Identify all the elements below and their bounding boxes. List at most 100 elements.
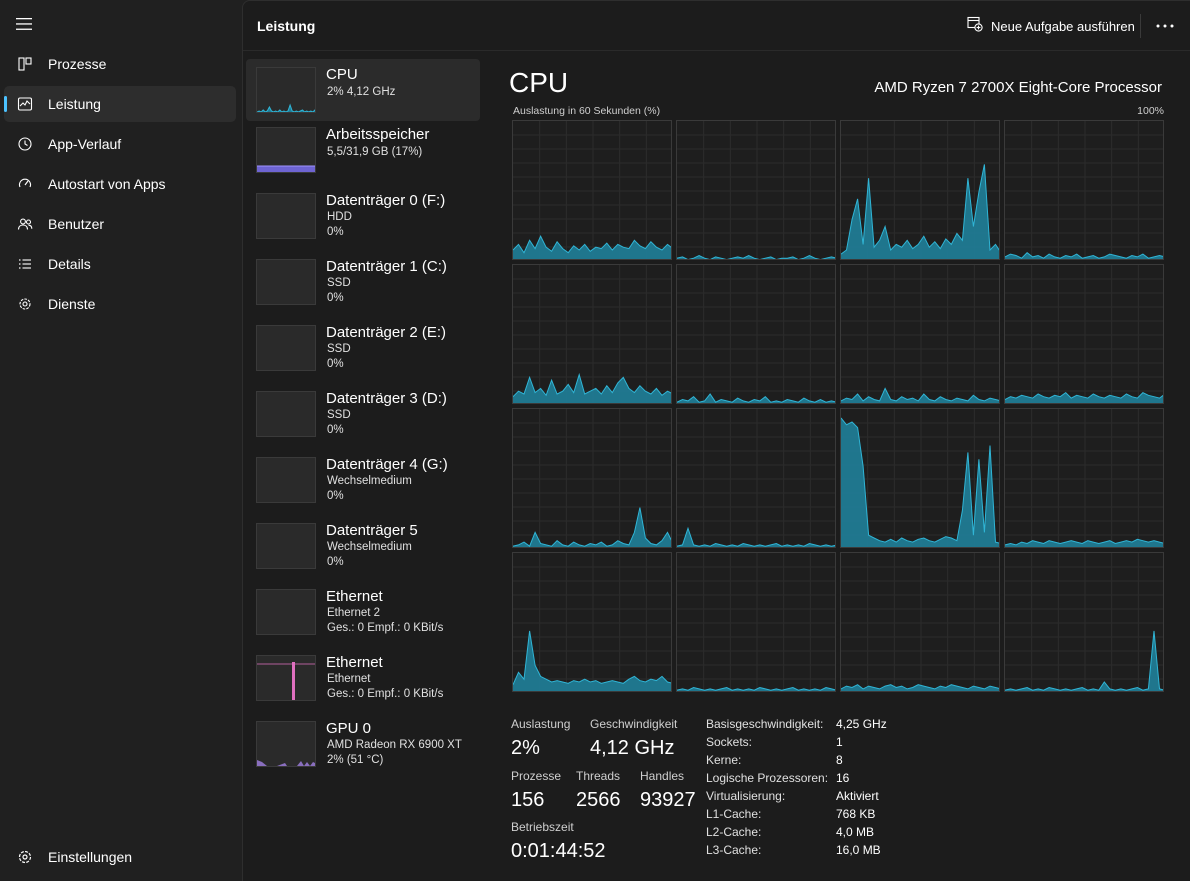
device-thumbnail-graph bbox=[256, 67, 316, 113]
device-item-cpu[interactable]: CPU 2% 4,12 GHz bbox=[246, 59, 480, 121]
stat-threads: Threads 2566 bbox=[576, 769, 621, 812]
nav-item-history[interactable]: App-Verlauf bbox=[4, 126, 236, 162]
core-graph bbox=[512, 264, 672, 404]
device-thumbnail-graph bbox=[256, 721, 316, 767]
core-graph bbox=[840, 552, 1000, 692]
stat-uptime: Betriebszeit 0:01:44:52 bbox=[511, 820, 606, 863]
spec-label: Virtualisierung: bbox=[706, 789, 786, 803]
core-graph-line bbox=[841, 684, 999, 690]
core-graph-line bbox=[513, 372, 671, 398]
page-title: Leistung bbox=[257, 18, 316, 34]
device-thumbnail-graph bbox=[256, 589, 316, 635]
nav-item-details[interactable]: Details bbox=[4, 246, 236, 282]
device-item-gpu[interactable]: GPU 0 AMD Radeon RX 6900 XT 2% (51 °C) bbox=[246, 713, 480, 775]
settings-gear-icon bbox=[17, 849, 33, 865]
device-item-disk[interactable]: Datenträger 4 (G:) Wechselmedium 0% bbox=[246, 449, 480, 511]
spec-value: 768 KB bbox=[836, 807, 876, 821]
nav-item-processes[interactable]: Prozesse bbox=[4, 46, 236, 82]
device-detail: 0% bbox=[327, 556, 344, 568]
nav-item-users[interactable]: Benutzer bbox=[4, 206, 236, 242]
new-task-label: Neue Aufgabe ausführen bbox=[991, 18, 1135, 34]
core-graph bbox=[512, 120, 672, 260]
device-name: Datenträger 3 (D:) bbox=[326, 390, 447, 407]
nav-item-label: Details bbox=[48, 256, 91, 272]
spec-label: L3-Cache: bbox=[706, 843, 762, 857]
device-item-eth[interactable]: Ethernet Ethernet 2 Ges.: 0 Empf.: 0 KBit/… bbox=[246, 581, 480, 643]
header-bar: Leistung Neue Aufgabe ausführen bbox=[243, 1, 1190, 51]
core-graph-line bbox=[513, 507, 671, 547]
device-thumbnail-graph bbox=[256, 325, 316, 371]
device-detail: Wechselmedium bbox=[327, 475, 412, 487]
device-thumbnail-graph bbox=[256, 193, 316, 239]
core-graph-area bbox=[677, 528, 835, 547]
core-graph-line bbox=[513, 235, 671, 254]
device-thumbnail-graph bbox=[256, 259, 316, 305]
device-detail: 0% bbox=[327, 226, 344, 238]
startup-icon bbox=[17, 176, 33, 192]
core-graph bbox=[1004, 120, 1164, 260]
nav-item-label: Benutzer bbox=[48, 216, 105, 232]
device-name: Datenträger 4 (G:) bbox=[326, 456, 448, 473]
device-item-disk[interactable]: Datenträger 3 (D:) SSD 0% bbox=[246, 383, 480, 445]
core-graph-area bbox=[841, 684, 999, 691]
history-icon bbox=[17, 136, 33, 152]
core-graph bbox=[676, 552, 836, 692]
nav-item-settings[interactable]: Einstellungen bbox=[4, 839, 236, 875]
core-graph bbox=[676, 264, 836, 404]
core-graph-area bbox=[513, 236, 671, 259]
stat-speed-label: Geschwindigkeit bbox=[590, 717, 678, 731]
device-detail: 0% bbox=[327, 490, 344, 502]
device-name: Arbeitsspeicher bbox=[326, 126, 430, 143]
spec-label: Kerne: bbox=[706, 753, 742, 767]
core-graph-line bbox=[1005, 391, 1163, 400]
nav-item-services[interactable]: Dienste bbox=[4, 286, 236, 322]
stat-utilization-value: 2% bbox=[511, 737, 540, 759]
stat-processes-value: 156 bbox=[511, 789, 545, 811]
core-graph-line bbox=[513, 630, 671, 685]
device-name: GPU 0 bbox=[326, 720, 372, 737]
core-graph bbox=[1004, 552, 1164, 692]
more-options-icon[interactable] bbox=[1153, 15, 1177, 37]
header-separator bbox=[1140, 14, 1141, 38]
core-graph-line bbox=[1005, 252, 1163, 259]
nav-item-label: Dienste bbox=[48, 296, 96, 312]
device-thumbnail-graph bbox=[256, 523, 316, 569]
stat-utilization: Auslastung 2% bbox=[511, 717, 570, 760]
device-thumbnail-graph bbox=[256, 391, 316, 437]
spec-label: Logische Prozessoren: bbox=[706, 771, 829, 785]
device-detail: 5,5/31,9 GB (17%) bbox=[327, 146, 423, 158]
device-detail: 2% (51 °C) bbox=[327, 754, 384, 766]
device-item-disk[interactable]: Datenträger 0 (F:) HDD 0% bbox=[246, 185, 480, 247]
nav-item-startup[interactable]: Autostart von Apps bbox=[4, 166, 236, 202]
cpu-core-graphs bbox=[512, 120, 1166, 692]
nav-item-label: Prozesse bbox=[48, 56, 107, 72]
processor-name: AMD Ryzen 7 2700X Eight-Core Processor bbox=[874, 79, 1162, 96]
spec-label: L1-Cache: bbox=[706, 807, 762, 821]
core-graph-area bbox=[513, 507, 671, 547]
device-item-disk[interactable]: Datenträger 5 Wechselmedium 0% bbox=[246, 515, 480, 577]
nav-item-label: Leistung bbox=[48, 96, 101, 112]
device-item-disk[interactable]: Datenträger 1 (C:) SSD 0% bbox=[246, 251, 480, 313]
run-new-task-button[interactable]: Neue Aufgabe ausführen bbox=[963, 12, 1139, 40]
nav-item-performance[interactable]: Leistung bbox=[4, 86, 236, 122]
core-graph-line bbox=[841, 417, 999, 544]
device-item-disk[interactable]: Datenträger 2 (E:) SSD 0% bbox=[246, 317, 480, 379]
stat-speed: Geschwindigkeit 4,12 GHz bbox=[590, 717, 677, 760]
core-graph bbox=[1004, 264, 1164, 404]
core-graph-line bbox=[677, 254, 835, 259]
core-graph-line bbox=[677, 526, 835, 547]
core-graph bbox=[676, 408, 836, 548]
device-detail: AMD Radeon RX 6900 XT bbox=[327, 739, 462, 751]
stat-utilization-label: Auslastung bbox=[511, 717, 571, 731]
nav-settings-label: Einstellungen bbox=[48, 849, 133, 865]
graph-axis-label: Auslastung in 60 Sekunden (%) bbox=[513, 105, 661, 117]
hamburger-menu-icon[interactable] bbox=[12, 12, 36, 36]
spec-value: 4,25 GHz bbox=[836, 717, 887, 731]
device-item-eth2[interactable]: Ethernet Ethernet Ges.: 0 Empf.: 0 KBit/s bbox=[246, 647, 480, 709]
spec-value: 16 bbox=[836, 771, 850, 785]
device-item-mem[interactable]: Arbeitsspeicher 5,5/31,9 GB (17%) bbox=[246, 119, 480, 181]
device-detail: SSD bbox=[327, 343, 351, 355]
device-thumbnail-graph bbox=[256, 127, 316, 173]
stat-speed-value: 4,12 GHz bbox=[590, 737, 675, 759]
